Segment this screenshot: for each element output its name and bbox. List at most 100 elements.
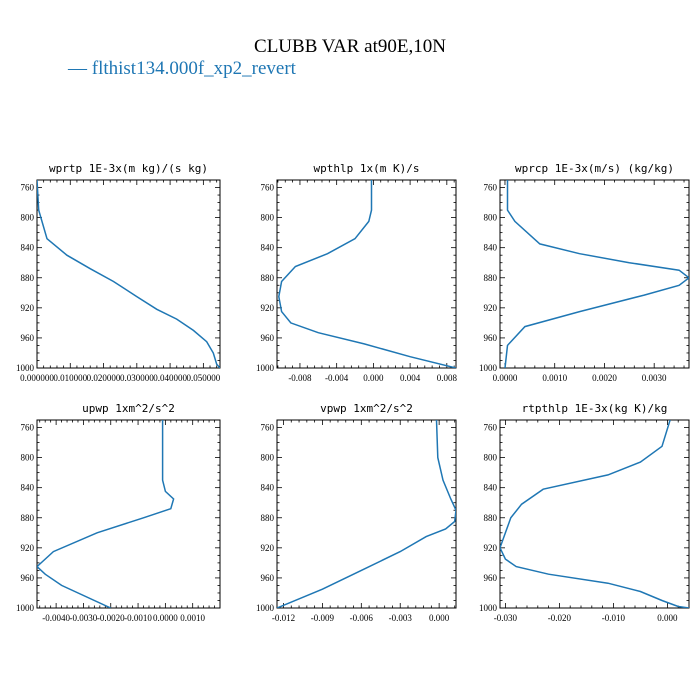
x-tick-label: -0.0020 xyxy=(97,613,125,623)
x-tick-label: 0.0010 xyxy=(542,373,567,383)
x-tick-label: -0.010 xyxy=(602,613,626,623)
y-tick-label: 1000 xyxy=(479,363,498,373)
panel-title: wprtp 1E-3x(m kg)/(s kg) xyxy=(49,162,208,175)
y-tick-label: 1000 xyxy=(479,603,498,613)
x-tick-label: 0.010000 xyxy=(53,373,87,383)
y-tick-label: 840 xyxy=(21,483,35,493)
x-tick-label: -0.004 xyxy=(325,373,349,383)
legend-series-label: flthist134.000f_xp2_revert xyxy=(91,58,296,79)
chart-panel-4: upwp 1xm^2/s^2 760 800 840 880 920 960 1000 -0.0… xyxy=(16,402,221,623)
x-tick-label: 0.030000 xyxy=(120,373,154,383)
y-tick-label: 840 xyxy=(261,243,275,253)
y-tick-label: 880 xyxy=(261,273,275,283)
y-tick-label: 800 xyxy=(484,213,498,223)
x-tick-label: -0.003 xyxy=(389,613,413,623)
figure-title: CLUBB VAR at90E,10N xyxy=(254,36,446,57)
chart-panel-5: vpwp 1xm^2/s^27608008408809209601000-0.0… xyxy=(256,402,457,623)
plot-frame xyxy=(499,179,690,369)
series-line xyxy=(277,420,456,608)
y-tick-label: 920 xyxy=(261,543,275,553)
y-tick-label: 760 xyxy=(484,183,498,193)
panel-title: wprcp 1E-3x(m/s) (kg/kg) xyxy=(515,162,674,175)
x-tick-label: 0.000 xyxy=(657,613,678,623)
y-tick-label: 960 xyxy=(261,573,275,583)
x-tick-label: -0.0030 xyxy=(70,613,98,623)
series-line xyxy=(37,420,175,608)
x-tick-label: -0.0040 xyxy=(42,613,70,623)
x-tick-label: -0.0010 xyxy=(124,613,152,623)
panel-title: vpwp 1xm^2/s^2 xyxy=(320,402,413,415)
plot-frame xyxy=(276,419,457,609)
y-tick-label: 1000 xyxy=(16,603,35,613)
x-tick-label: -0.006 xyxy=(350,613,374,623)
y-tick-label: 800 xyxy=(484,453,498,463)
x-tick-label: 0.0020 xyxy=(592,373,617,383)
x-tick-label: 0.008 xyxy=(437,373,458,383)
series-line xyxy=(37,180,220,368)
y-tick-label: 760 xyxy=(21,183,35,193)
chart-panel-6: rtpthlp 1E-3x(kg K)/kg 760 800 840 880 920 960… xyxy=(479,402,690,623)
x-tick-label: 0.000 xyxy=(363,373,384,383)
x-tick-label: 0.0010 xyxy=(180,613,205,623)
x-tick-label: -0.009 xyxy=(311,613,335,623)
panel-title: wpthlp 1x(m K)/s xyxy=(314,162,420,175)
plot-frame xyxy=(36,179,221,369)
plot-frame xyxy=(36,419,221,609)
y-tick-label: 920 xyxy=(484,303,498,313)
y-tick-label: 960 xyxy=(484,573,498,583)
chart-panel-2: wpthlp 1x(m K)/s 760 800 840 880 920 960 1000 -0… xyxy=(256,162,457,383)
legend-line-marker: — xyxy=(68,58,87,79)
y-tick-label: 840 xyxy=(21,243,35,253)
x-tick-label: 0.050000 xyxy=(186,373,220,383)
x-tick-label: 0.000 xyxy=(429,613,450,623)
y-tick-label: 760 xyxy=(261,423,275,433)
y-tick-label: 920 xyxy=(21,543,35,553)
y-tick-label: 960 xyxy=(21,333,35,343)
x-tick-label: -0.020 xyxy=(548,613,572,623)
x-tick-label: 0.004 xyxy=(400,373,421,383)
y-tick-label: 880 xyxy=(21,513,35,523)
y-tick-label: 920 xyxy=(21,303,35,313)
y-tick-label: 1000 xyxy=(16,363,35,373)
y-tick-label: 800 xyxy=(21,213,35,223)
plot-frame xyxy=(499,419,690,609)
chart-panel-1: wprtp 1E-3x(m kg)/(s kg) 760 800 840 880 920 9… xyxy=(16,162,221,383)
plot-frame xyxy=(276,179,457,369)
x-tick-label: 0.0000 xyxy=(153,613,178,623)
chart-panel-3: wprcp 1E-3x(m/s) (kg/kg) 760 800 840 880 920 9… xyxy=(479,162,690,383)
y-tick-label: 760 xyxy=(21,423,35,433)
y-tick-label: 960 xyxy=(484,333,498,343)
y-tick-label: 1000 xyxy=(256,603,275,613)
series-line xyxy=(500,420,689,608)
x-tick-label: -0.012 xyxy=(272,613,295,623)
x-tick-label: 0.0000 xyxy=(493,373,518,383)
y-tick-label: 760 xyxy=(261,183,275,193)
y-tick-label: 800 xyxy=(21,453,35,463)
y-tick-label: 840 xyxy=(261,483,275,493)
y-tick-label: 800 xyxy=(261,453,275,463)
x-tick-label: -0.030 xyxy=(494,613,518,623)
x-tick-label: 0.020000 xyxy=(87,373,121,383)
y-tick-label: 960 xyxy=(261,333,275,343)
panel-title: upwp 1xm^2/s^2 xyxy=(82,402,175,415)
y-tick-label: 1000 xyxy=(256,363,275,373)
x-tick-label: 0.000000 xyxy=(20,373,54,383)
y-tick-label: 840 xyxy=(484,483,498,493)
y-tick-label: 960 xyxy=(21,573,35,583)
panel-title: rtpthlp 1E-3x(kg K)/kg xyxy=(522,402,668,415)
y-tick-label: 920 xyxy=(261,303,275,313)
legend: — flthist134.000f_xp2_revert xyxy=(68,58,296,80)
y-tick-label: 880 xyxy=(261,513,275,523)
x-tick-label: 0.0030 xyxy=(642,373,667,383)
series-line xyxy=(504,180,689,368)
y-tick-label: 920 xyxy=(484,543,498,553)
y-tick-label: 800 xyxy=(261,213,275,223)
x-tick-label: -0.008 xyxy=(288,373,312,383)
y-tick-label: 880 xyxy=(484,513,498,523)
y-tick-label: 760 xyxy=(484,423,498,433)
y-tick-label: 880 xyxy=(484,273,498,283)
y-tick-label: 880 xyxy=(21,273,35,283)
series-line xyxy=(278,180,456,368)
x-tick-label: 0.040000 xyxy=(153,373,187,383)
